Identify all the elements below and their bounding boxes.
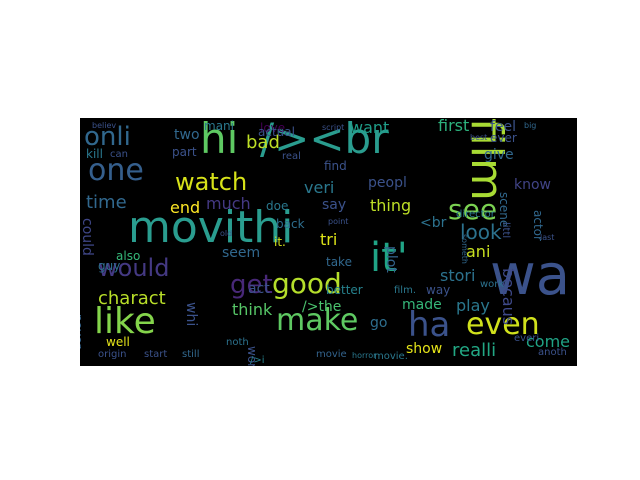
word-82: origin xyxy=(98,349,127,360)
word-50: two xyxy=(174,127,200,143)
word-34: plot xyxy=(383,246,399,273)
word-1: wa xyxy=(490,243,571,308)
word-80: still xyxy=(182,349,200,360)
word-87: someth xyxy=(460,234,469,264)
word-73: littl xyxy=(500,222,511,239)
word-69: part xyxy=(172,145,197,159)
word-93: last xyxy=(540,233,555,242)
word-36: play xyxy=(456,296,490,315)
word-60: better xyxy=(326,283,363,297)
word-68: doe xyxy=(266,199,289,213)
word-65: director xyxy=(456,209,495,220)
word-27: want xyxy=(350,118,390,137)
word-70: actual xyxy=(258,125,295,139)
word-45: tri xyxy=(320,230,338,249)
word-56: well xyxy=(106,335,130,349)
word-88: believ xyxy=(92,121,117,130)
word-24: much xyxy=(206,194,251,213)
word-11: even xyxy=(466,307,540,342)
word-12: would xyxy=(98,254,170,282)
word-14: good xyxy=(272,267,342,300)
word-85: />i xyxy=(250,355,265,366)
word-33: stori xyxy=(440,266,476,285)
word-54: ever xyxy=(490,131,517,145)
word-20: becaus xyxy=(499,268,518,326)
word-79: can xyxy=(110,149,128,160)
word-84: everi xyxy=(514,333,540,344)
word-94: big xyxy=(524,121,537,130)
word-48: never xyxy=(80,314,85,349)
word-38: go xyxy=(370,315,388,331)
word-5: onli xyxy=(84,122,131,152)
word-16: see xyxy=(448,193,498,226)
word-78: kill xyxy=(86,147,103,161)
word-61: movie. xyxy=(374,351,408,362)
word-8: like xyxy=(94,301,156,342)
word-75: noth xyxy=(226,337,249,348)
word-7: watch xyxy=(175,168,248,196)
word-10: ha xyxy=(408,305,451,345)
word-90: horror xyxy=(352,351,377,360)
word-52: feel xyxy=(490,119,517,135)
word-67: it. xyxy=(274,235,286,249)
word-44: seem xyxy=(222,245,261,261)
word-57: guy xyxy=(98,259,121,273)
word-18: veri xyxy=(304,178,335,197)
word-91: script xyxy=(322,123,345,132)
word-35: made xyxy=(402,297,442,313)
word-22: look xyxy=(460,220,502,244)
word-72: find xyxy=(324,159,347,173)
word-81: start xyxy=(144,349,168,360)
word-30: thing xyxy=(370,196,412,215)
word-2: hi xyxy=(200,118,239,163)
word-cloud: movithi wa hi/><br film onli one watch like make… xyxy=(80,118,577,366)
word-46: come xyxy=(526,332,571,351)
word-62: movie xyxy=(316,349,347,360)
word-63: film. xyxy=(394,285,416,296)
word-53: give xyxy=(484,147,514,163)
word-37: show xyxy=(406,341,443,357)
word-40: />the xyxy=(302,299,342,315)
word-25: time xyxy=(86,192,127,213)
word-43: say xyxy=(322,197,347,213)
word-47: <br xyxy=(420,215,447,231)
word-41: act xyxy=(248,281,270,297)
word-89: point xyxy=(328,217,349,226)
word-86: best xyxy=(470,133,488,142)
word-9: make xyxy=(276,303,359,338)
word-28: first xyxy=(438,118,470,135)
word-29: peopl xyxy=(368,175,407,191)
word-55: way xyxy=(426,283,451,297)
word-32: know xyxy=(514,177,551,193)
word-71: whi xyxy=(183,302,199,327)
word-77: real xyxy=(282,151,301,162)
word-83: anoth xyxy=(538,347,567,358)
word-0: movithi xyxy=(128,202,294,253)
word-19: realli xyxy=(452,340,497,361)
word-23: ani xyxy=(466,242,491,261)
word-6: one xyxy=(88,153,144,188)
word-3: /><br xyxy=(260,118,389,163)
word-42: end xyxy=(170,198,201,217)
word-21: charact xyxy=(98,288,166,309)
word-39: think xyxy=(232,300,273,319)
word-49: love xyxy=(260,121,286,135)
word-13: get xyxy=(230,270,273,300)
word-15: it' xyxy=(370,235,408,281)
word-92: old xyxy=(220,229,233,238)
word-66: take xyxy=(326,255,352,269)
word-64: work xyxy=(480,279,505,290)
word-76: back xyxy=(276,217,305,231)
word-51: mani xyxy=(204,119,234,133)
word-26: could xyxy=(80,218,95,256)
word-59: also xyxy=(116,249,141,263)
word-17: bad xyxy=(246,132,280,153)
